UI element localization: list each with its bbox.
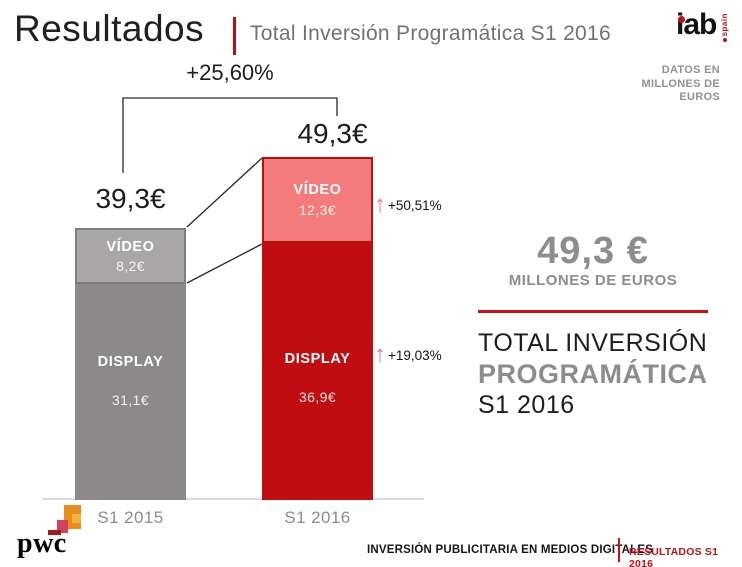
display-growth-label: +19,03% <box>388 347 442 363</box>
bar-segment-video-s1-2015: VÍDEO 8,2€ <box>75 228 186 284</box>
page-subtitle: Total Inversión Programática S1 2016 <box>250 22 611 45</box>
pwc-logo-text: pwc <box>17 528 67 559</box>
summary-total-unit: MILLONES DE EUROS <box>508 272 678 289</box>
summary-divider <box>478 310 708 313</box>
segment-value: 8,2€ <box>116 257 145 274</box>
up-arrow-icon: ↑ <box>374 341 386 368</box>
iab-logo: iab spain <box>676 10 732 50</box>
iab-logo-text: iab <box>676 8 717 41</box>
footer-section-label: RESULTADOS S1 2016 <box>629 546 719 567</box>
page-title: Resultados <box>14 8 205 49</box>
data-units-note: DATOS EN MILLONES DE EUROS <box>590 64 720 105</box>
segment-value: 12,3€ <box>298 202 337 218</box>
category-label-s1-2015: S1 2015 <box>97 508 164 527</box>
display-growth-annotation: ↑ +19,03% <box>374 340 442 370</box>
bar-segment-display-s1-2015: DISPLAY 31,1€ <box>75 284 186 500</box>
chart-baseline <box>42 498 424 500</box>
segment-label: VÍDEO <box>293 182 342 198</box>
segment-label: DISPLAY <box>284 351 351 367</box>
bar-segment-video-s1-2016: VÍDEO 12,3€ <box>262 157 373 243</box>
summary-title-line: PROGRAMÁTICA <box>478 359 708 389</box>
video-growth-label: +50,51% <box>388 197 442 213</box>
summary-title: TOTAL INVERSIÓN PROGRAMÁTICA S1 2016 <box>478 328 728 421</box>
segment-label: DISPLAY <box>97 354 164 370</box>
bar-segment-display-s1-2016: DISPLAY 36,9€ <box>262 243 373 500</box>
summary-title-line: S1 2016 <box>478 391 575 419</box>
total-growth-label: +25,60% <box>186 60 274 85</box>
bar-total-s1-2015: 39,3€ <box>95 183 166 214</box>
data-units-note-line: DATOS EN <box>661 64 720 76</box>
data-units-note-line: MILLONES DE <box>641 77 720 90</box>
footer-divider <box>618 538 620 562</box>
segment-label: VÍDEO <box>106 238 155 255</box>
title-divider <box>233 17 236 55</box>
summary-title-line: TOTAL INVERSIÓN <box>478 329 708 357</box>
iab-logo-region: spain <box>720 13 729 43</box>
up-arrow-icon: ↑ <box>374 191 386 218</box>
summary-total-value: 49,3 € <box>537 230 649 272</box>
segment-value: 31,1€ <box>111 392 150 408</box>
video-growth-annotation: ↑ +50,51% <box>374 190 442 220</box>
iab-logo-dot-icon <box>678 16 685 23</box>
category-label-s1-2016: S1 2016 <box>284 508 351 527</box>
segment-value: 36,9€ <box>298 389 337 405</box>
footer-report-title: INVERSIÓN PUBLICITARIA EN MEDIOS DIGITAL… <box>367 544 654 556</box>
iab-logo-region-dot-icon <box>722 38 727 43</box>
pwc-logo-icon <box>48 505 90 537</box>
data-units-note-line: EUROS <box>679 91 720 103</box>
bar-total-s1-2016: 49,3€ <box>297 118 368 149</box>
